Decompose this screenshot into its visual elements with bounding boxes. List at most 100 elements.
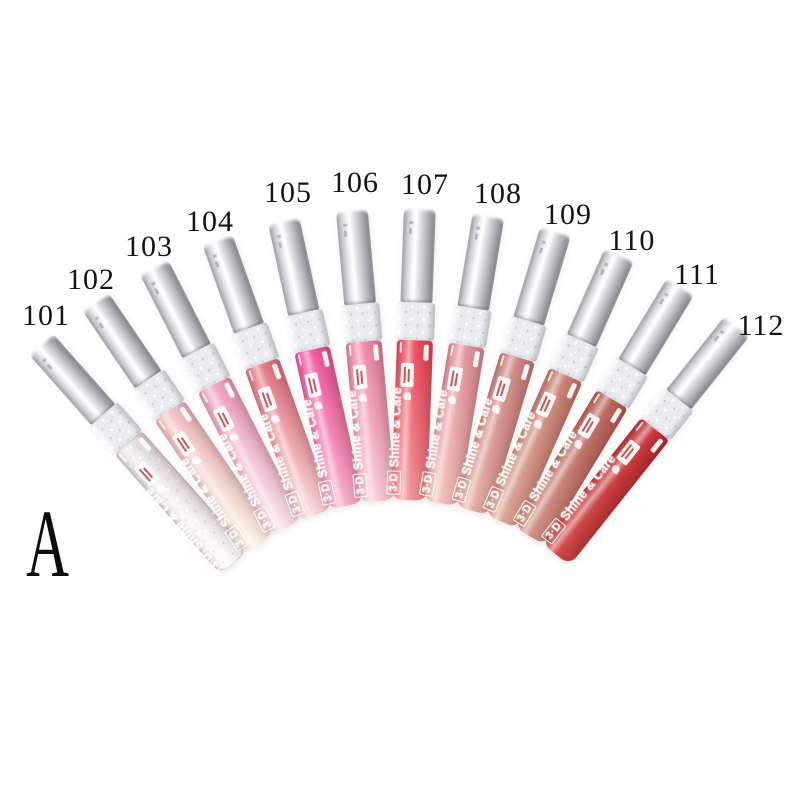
brand-text-line	[403, 366, 407, 383]
shade-number-label: 105	[264, 176, 312, 209]
brand-text-line	[407, 369, 410, 383]
cap-marking-icon	[212, 253, 218, 259]
cap-marking-icon	[276, 234, 282, 239]
label-white-bar	[271, 363, 282, 380]
label-white-bar	[321, 350, 330, 368]
cap-marking-icon	[474, 233, 479, 240]
cap-marking-icon	[603, 262, 609, 267]
cap-marking-icon	[278, 241, 283, 249]
cap-marking-icon	[538, 247, 544, 254]
label-white-line	[399, 341, 402, 353]
shade-number-label: 107	[401, 168, 449, 201]
label-white-line	[547, 370, 554, 382]
tube-cap	[267, 217, 320, 316]
label-white-bar	[520, 363, 531, 381]
shade-number-label: 101	[22, 299, 70, 332]
3d-logo-badge: 3·D	[197, 546, 225, 575]
3d-logo-badge: 3·D	[386, 470, 402, 495]
cap-marking-icon	[663, 292, 669, 297]
label-white-line	[201, 392, 209, 404]
cap-marking-icon	[719, 329, 725, 335]
tube-cap	[202, 234, 265, 334]
tube-cap	[513, 226, 572, 326]
tube-cap	[335, 208, 377, 306]
brand-box	[304, 372, 323, 399]
label-white-bar	[566, 382, 578, 400]
label-white-line	[118, 453, 128, 463]
cap-marking-icon	[150, 281, 156, 286]
brand-box	[615, 439, 641, 466]
shade-number-label: 112	[737, 309, 785, 342]
label-white-bar	[423, 344, 429, 361]
label-white-bar	[649, 437, 664, 454]
label-white-bar	[137, 436, 153, 452]
label-white-line	[348, 344, 352, 356]
brand-box	[400, 362, 415, 388]
brand-box	[212, 405, 236, 433]
cap-marking-icon	[154, 288, 160, 295]
shade-number-label: 111	[674, 258, 720, 291]
cap-marking-icon	[41, 357, 47, 363]
label-white-bar	[179, 406, 193, 423]
cap-marking-icon	[214, 260, 220, 268]
cap-marking-icon	[409, 220, 414, 225]
tube-cap	[618, 278, 695, 376]
cap-marking-icon	[408, 227, 413, 235]
label-white-line	[499, 354, 505, 367]
shade-number-label: 104	[186, 205, 234, 238]
tube-holographic-collar	[448, 304, 492, 349]
cap-marking-icon	[343, 223, 348, 227]
brand-text-line	[312, 378, 318, 392]
label-white-bar	[609, 407, 623, 424]
3d-logo-badge: 3·D	[418, 470, 437, 497]
cap-marking-icon	[46, 363, 53, 371]
cap-marking-icon	[713, 335, 720, 342]
label-white-bar	[372, 344, 380, 361]
3d-logo-badge: 3·D	[352, 472, 369, 499]
tube-cap	[82, 292, 162, 389]
label-white-line	[592, 393, 601, 404]
shade-number-label: 106	[331, 166, 379, 199]
label-white-line	[297, 354, 303, 366]
brand-box	[133, 460, 160, 487]
brand-box	[352, 364, 368, 390]
shade-number-label: 109	[544, 198, 592, 231]
cap-marking-icon	[658, 298, 665, 306]
shade-number-label: 103	[125, 230, 173, 263]
3d-logo-badge: 3·D	[317, 479, 337, 506]
cap-marking-icon	[599, 268, 606, 276]
brand-box	[446, 366, 464, 392]
tube-cap	[457, 212, 505, 311]
tube-holographic-collar	[341, 302, 383, 344]
shade-number-label: 102	[67, 263, 115, 296]
brand-box	[257, 385, 278, 413]
cap-marking-icon	[94, 315, 100, 321]
cap-marking-icon	[541, 240, 547, 245]
tube-cap	[139, 259, 211, 359]
cap-marking-icon	[98, 322, 105, 329]
tube-cap	[28, 333, 116, 426]
tube-label-text: 3·D Shine & Care	[385, 387, 405, 495]
tube-holographic-collar	[396, 301, 436, 341]
brand-text-line	[360, 370, 364, 384]
label-white-line	[635, 421, 644, 432]
variant-label-a: A	[26, 490, 69, 597]
tube-cap	[566, 247, 635, 347]
tube-cap	[400, 207, 436, 303]
label-white-line	[248, 370, 254, 382]
label-white-line	[450, 345, 454, 357]
cap-marking-icon	[343, 230, 348, 237]
brand-text-line	[454, 373, 459, 387]
shade-number-label: 110	[608, 224, 656, 257]
label-white-bar	[472, 350, 481, 368]
label-white-bar	[223, 381, 236, 399]
brand-box	[491, 375, 512, 403]
brand-box	[171, 429, 196, 458]
brand-text-line	[355, 369, 360, 386]
label-white-line	[158, 419, 167, 431]
shine-care-text: Shine & Care	[387, 386, 405, 468]
cap-marking-icon	[476, 226, 481, 231]
shade-number-label: 108	[474, 177, 522, 210]
